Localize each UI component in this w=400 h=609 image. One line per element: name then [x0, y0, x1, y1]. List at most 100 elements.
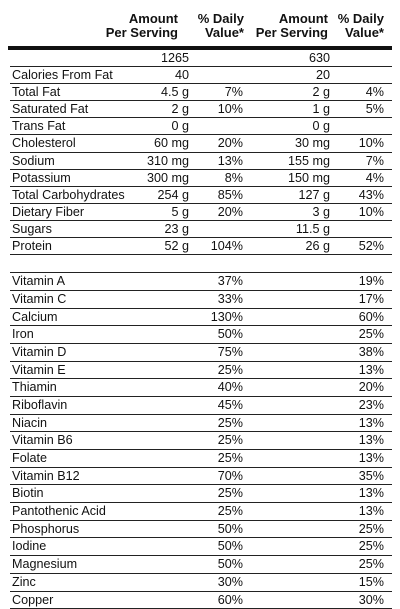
daily-value-1: 7% [225, 85, 243, 100]
amount-per-serving-2: 20 [316, 68, 330, 83]
nutrient-name: Riboflavin [12, 398, 67, 413]
nutrient-name: Potassium [12, 171, 71, 186]
daily-value-1: 104% [211, 239, 243, 254]
daily-value-1: 60% [218, 593, 243, 608]
daily-value-2: 13% [359, 363, 384, 378]
nutrient-name: Niacin [12, 416, 47, 431]
nutrient-name: Zinc [12, 575, 36, 590]
table-row: Riboflavin 45% 23% [10, 397, 392, 415]
daily-value-2: 19% [359, 274, 384, 289]
nutrient-name: Vitamin B6 [12, 433, 73, 448]
daily-value-1: 75% [218, 345, 243, 360]
amount-per-serving-1: 60 mg [154, 136, 189, 151]
daily-value-1: 50% [218, 557, 243, 572]
nutrient-name: Calcium [12, 310, 58, 325]
daily-value-1: 50% [218, 522, 243, 537]
amount-per-serving-2: 150 mg [288, 171, 330, 186]
daily-value-2: 10% [359, 205, 384, 220]
daily-value-1: 25% [218, 433, 243, 448]
amount-per-serving-2: 2 g [312, 85, 330, 100]
daily-value-1: 33% [218, 292, 243, 307]
nutrient-name: Vitamin A [12, 274, 65, 289]
daily-value-1: 20% [218, 205, 243, 220]
daily-value-1: 10% [218, 102, 243, 117]
table-row: Phosphorus 50% 25% [10, 521, 392, 539]
nutrient-name: Biotin [12, 486, 44, 501]
header-daily-value-1: % Daily Value* [198, 12, 244, 40]
nutrient-name: Sugars [12, 222, 52, 237]
nutrient-name: Saturated Fat [12, 102, 88, 117]
table-row: Vitamin A 37% 19% [10, 273, 392, 291]
daily-value-2: 13% [359, 451, 384, 466]
daily-value-2: 25% [359, 539, 384, 554]
daily-value-2: 25% [359, 327, 384, 342]
amount-per-serving-1: 2 g [171, 102, 189, 117]
table-row: Pantothenic Acid 25% 13% [10, 503, 392, 521]
daily-value-1: 50% [218, 539, 243, 554]
nutrient-name: Vitamin C [12, 292, 66, 307]
table-row: Trans Fat 0 g 0 g [10, 118, 392, 135]
daily-value-2: 30% [359, 593, 384, 608]
daily-value-1: 25% [218, 363, 243, 378]
nutrient-name: Protein [12, 239, 52, 254]
nutrient-name: Phosphorus [12, 522, 79, 537]
nutrient-name: Thiamin [12, 380, 57, 395]
amount-per-serving-1: 0 g [171, 119, 189, 134]
daily-value-2: 13% [359, 416, 384, 431]
daily-value-2: 4% [366, 85, 384, 100]
table-header: Amount Per Serving % Daily Value* Amount… [0, 12, 400, 50]
amount-per-serving-2: 0 g [312, 119, 330, 134]
daily-value-2: 23% [359, 398, 384, 413]
table-row: Iodine 50% 25% [10, 538, 392, 556]
daily-value-1: 25% [218, 416, 243, 431]
nutrient-name: Trans Fat [12, 119, 65, 134]
daily-value-2: 43% [359, 188, 384, 203]
daily-value-2: 38% [359, 345, 384, 360]
amount-per-serving-1: 1265 [161, 51, 189, 66]
amount-per-serving-1: 40 [175, 68, 189, 83]
amount-per-serving-2: 30 mg [295, 136, 330, 151]
amount-per-serving-2: 127 g [298, 188, 330, 203]
nutrient-name: Total Fat [12, 85, 60, 100]
table-row: Calories From Fat 40 20 [10, 67, 392, 84]
daily-value-2: 25% [359, 522, 384, 537]
daily-value-2: 13% [359, 504, 384, 519]
nutrient-name: Dietary Fiber [12, 205, 84, 220]
daily-value-1: 25% [218, 486, 243, 501]
daily-value-1: 45% [218, 398, 243, 413]
daily-value-2: 13% [359, 433, 384, 448]
nutrient-name: Vitamin D [12, 345, 66, 360]
daily-value-2: 15% [359, 575, 384, 590]
table-row: Vitamin D 75% 38% [10, 344, 392, 362]
daily-value-1: 8% [225, 171, 243, 186]
nutrient-name: Calories From Fat [12, 68, 113, 83]
nutrient-name: Iodine [12, 539, 46, 554]
nutrient-name: Pantothenic Acid [12, 504, 106, 519]
daily-value-1: 25% [218, 504, 243, 519]
daily-value-1: 85% [218, 188, 243, 203]
nutrient-name: Vitamin B12 [12, 469, 80, 484]
nutrient-name: Copper [12, 593, 53, 608]
nutrient-name: Folate [12, 451, 47, 466]
daily-value-1: 37% [218, 274, 243, 289]
amount-per-serving-1: 300 mg [147, 171, 189, 186]
daily-value-1: 40% [218, 380, 243, 395]
daily-value-1: 25% [218, 451, 243, 466]
table-row: Folate 25% 13% [10, 450, 392, 468]
amount-per-serving-2: 11.5 g [296, 222, 330, 237]
